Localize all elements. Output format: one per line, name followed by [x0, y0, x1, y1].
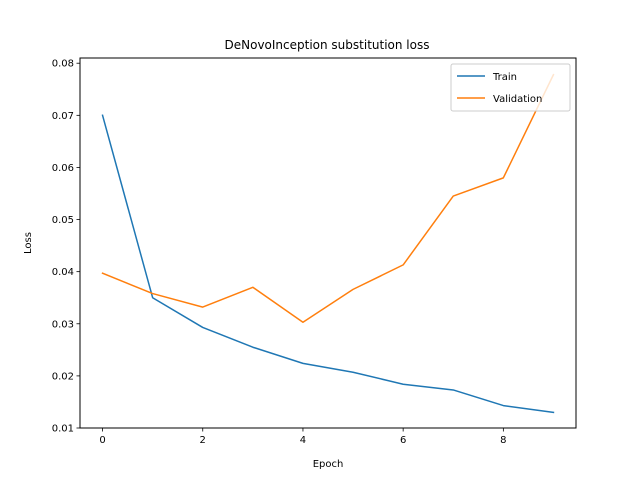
chart-title: DeNovoInception substitution loss [225, 38, 430, 52]
y-tick-label: 0.05 [52, 215, 74, 226]
x-tick-label: 2 [200, 435, 206, 446]
series-line-validation [101, 73, 555, 323]
legend-label-validation: Validation [493, 94, 542, 105]
x-axis-label: Epoch [313, 459, 344, 470]
x-tick-label: 6 [400, 435, 406, 446]
y-tick-label: 0.08 [52, 59, 74, 70]
y-tick-label: 0.07 [52, 111, 74, 122]
x-tick-label: 4 [300, 435, 306, 446]
legend: Train Validation [450, 63, 571, 112]
x-tick-label: 0 [99, 435, 105, 446]
plot-frame [79, 57, 577, 429]
legend-label-train: Train [492, 72, 517, 83]
y-axis-label: Loss [23, 232, 34, 254]
y-tick-label: 0.04 [52, 267, 74, 278]
series-line-train [101, 114, 555, 414]
y-tick-label: 0.03 [52, 319, 74, 330]
y-tick-label: 0.02 [52, 371, 74, 382]
y-tick-label: 0.01 [52, 424, 74, 435]
x-tick-label: 8 [500, 435, 506, 446]
y-tick-label: 0.06 [52, 163, 74, 174]
